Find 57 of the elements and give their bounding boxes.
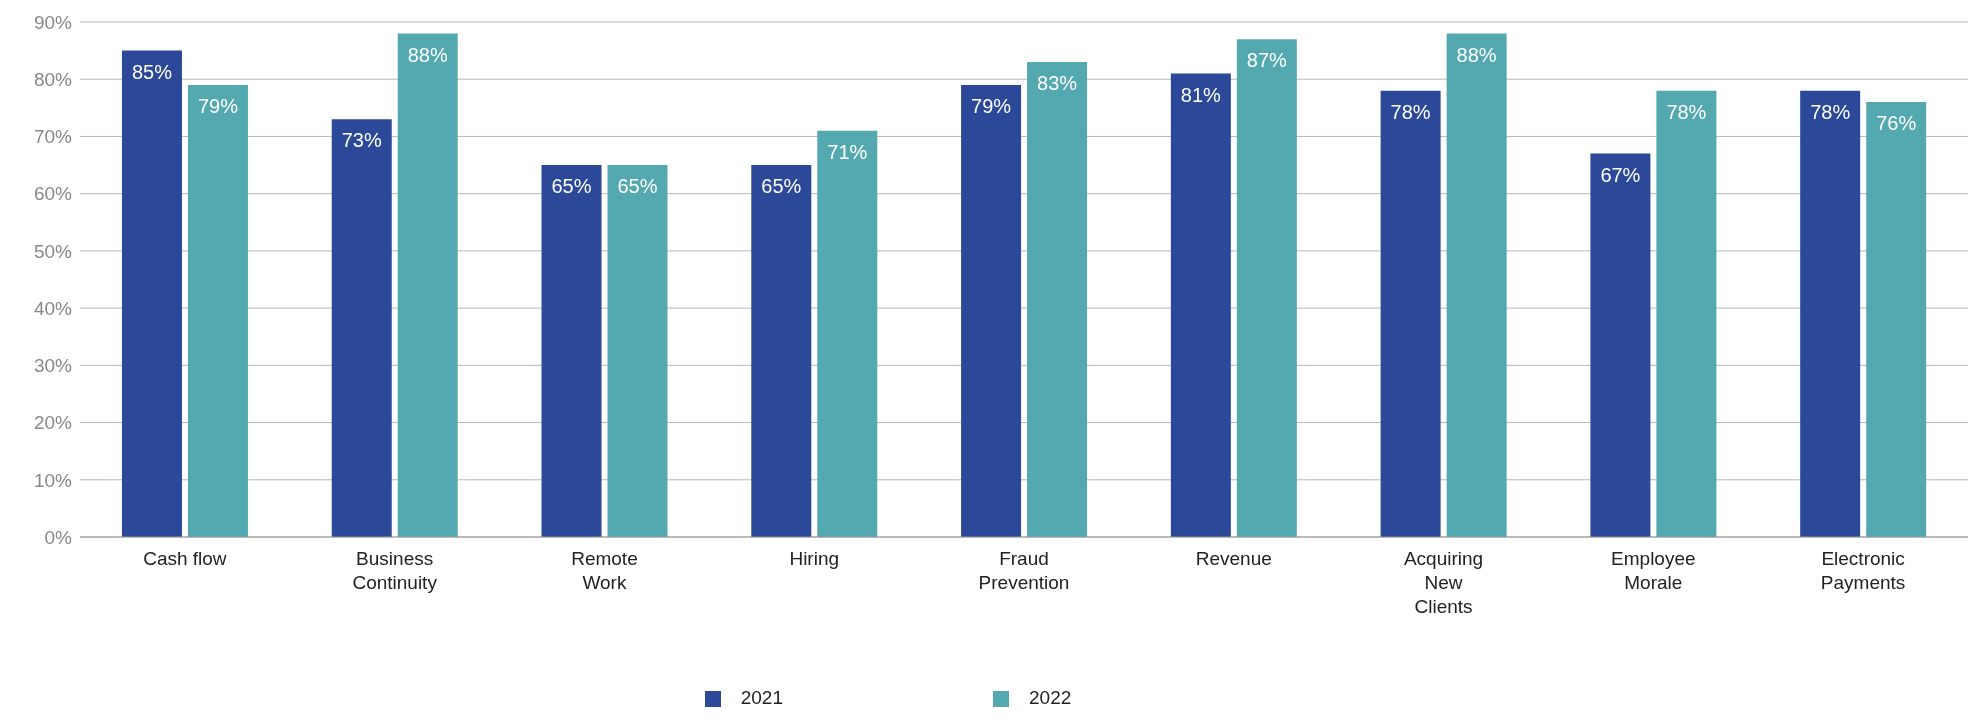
data-label: 87% [1246,49,1288,72]
bar [1236,39,1297,537]
bar [751,165,812,537]
bar [121,50,182,537]
data-label: 83% [1037,72,1078,95]
data-label: 78% [1666,100,1707,123]
data-label: 73% [341,129,382,152]
data-label: 76% [1876,112,1917,135]
bar [817,130,878,537]
x-tick-label: Hiring [789,548,840,569]
legend-label: 2022 [1029,687,1072,708]
data-label: 65% [551,175,592,198]
x-tick-label: Employee Morale [1611,548,1696,593]
x-tick-label: Electronic Payments [1820,548,1906,593]
bar [1590,153,1651,537]
data-label: 85% [131,60,173,83]
y-tick-label: 30% [33,355,73,377]
bar [331,119,392,537]
bar [1027,62,1088,537]
y-tick-label: 70% [33,126,73,148]
x-tick-label: Cash flow [143,548,227,569]
bar [187,84,248,537]
y-tick-label: 50% [33,240,73,262]
x-tick-label: Business Continuity [352,548,438,593]
y-tick-label: 90% [33,11,73,33]
bar [397,33,458,537]
data-label: 79% [971,95,1012,118]
bar [541,165,602,537]
bar [1170,73,1231,537]
x-tick-label: Fraud Prevention [978,548,1070,593]
bar [607,165,668,537]
data-label: 88% [407,43,448,66]
bar [1866,102,1927,537]
data-label: 88% [1456,43,1497,66]
data-label: 71% [827,140,868,163]
data-label: 65% [761,175,802,198]
bar [1800,90,1861,537]
bar [1656,90,1717,537]
y-tick-label: 20% [33,412,73,434]
legend-label: 2021 [740,687,783,708]
x-tick-label: Remote Work [571,548,638,593]
data-label: 67% [1600,163,1641,186]
y-tick-label: 60% [33,183,73,205]
bar [1380,90,1441,537]
x-tick-label: Acquiring New Clients [1403,548,1484,617]
y-tick-label: 40% [33,297,73,319]
data-label: 78% [1810,100,1851,123]
y-tick-label: 0% [44,526,73,548]
x-tick-label: Revenue [1195,548,1272,569]
data-label: 65% [617,175,658,198]
y-tick-label: 80% [33,68,73,90]
data-label: 78% [1390,100,1431,123]
data-label: 81% [1180,83,1222,106]
y-tick-label: 10% [33,469,73,491]
data-label: 79% [197,95,239,118]
bar [961,84,1022,537]
bar [1446,33,1507,537]
